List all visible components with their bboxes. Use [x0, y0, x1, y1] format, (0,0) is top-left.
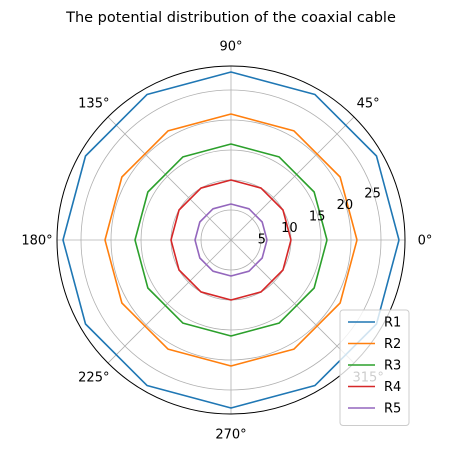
- legend-label: R4: [384, 380, 401, 395]
- angular-tick-label: 90°: [219, 40, 242, 55]
- radial-tick-label: 5: [258, 233, 266, 248]
- angular-tick-label: 135°: [78, 96, 109, 111]
- angular-gridline: [231, 240, 354, 363]
- radial-tick-label: 20: [337, 198, 354, 213]
- angular-tick-label: 180°: [21, 234, 52, 249]
- angular-gridline: [108, 240, 231, 363]
- legend-label: R1: [384, 316, 401, 331]
- legend-label: R5: [384, 402, 401, 417]
- angular-tick-label: 0°: [418, 234, 433, 249]
- radial-tick-label: 10: [281, 221, 298, 236]
- legend: R1 R2 R3 R4 R5: [340, 310, 409, 426]
- radial-tick-label: 15: [309, 210, 326, 225]
- chart-title: The potential distribution of the coaxia…: [65, 10, 396, 26]
- angular-gridline: [108, 117, 231, 240]
- angular-tick-label: 225°: [78, 371, 109, 386]
- legend-label: R2: [384, 337, 401, 352]
- angular-tick-label: 270°: [215, 428, 246, 443]
- angular-tick-label: 45°: [357, 96, 380, 111]
- radial-tick-label: 25: [364, 187, 381, 202]
- legend-label: R3: [384, 359, 401, 374]
- radial-tick-labels: 5 10 15 20 25: [258, 187, 381, 248]
